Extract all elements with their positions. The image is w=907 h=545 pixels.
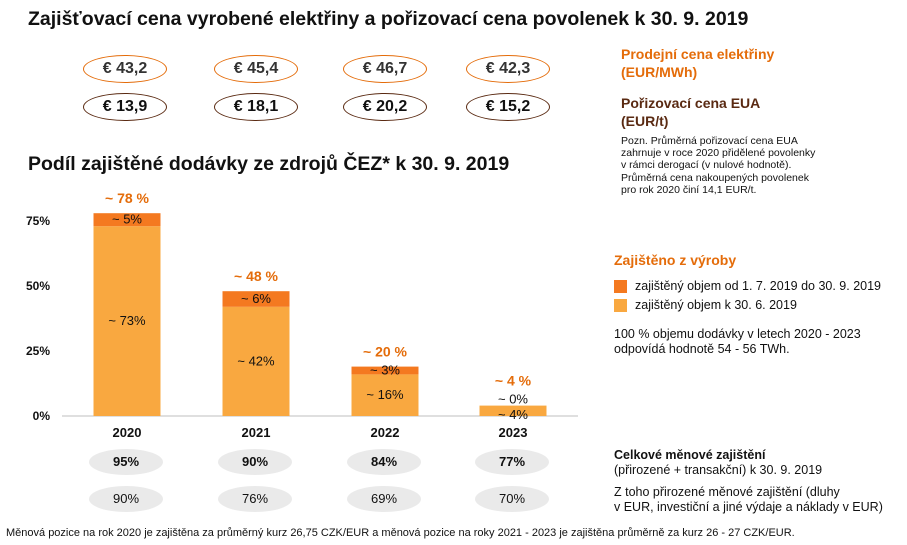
legend-item-q3: zajištěný objem od 1. 7. 2019 do 30. 9. … (614, 279, 881, 293)
bar-segment-label: ~ 16% (366, 387, 404, 402)
footer-note: Měnová pozice na rok 2020 je zajištěna z… (6, 527, 795, 539)
legend-swatch-light (614, 298, 627, 312)
eua-price-pill: € 18,1 (214, 93, 298, 121)
electricity-price-pill: € 43,2 (83, 55, 167, 83)
bar-total-label: ~ 4 % (495, 373, 532, 389)
natural-hedge-oval: 69% (347, 486, 421, 512)
natural-hedge-line: Z toho přirozené měnové zajištění (dluhy (614, 485, 840, 499)
electricity-price-pill: € 42,3 (466, 55, 550, 83)
total-hedge-oval: 84% (347, 449, 421, 475)
natural-hedge-oval: 90% (89, 486, 163, 512)
bar-segment-label: ~ 6% (241, 291, 271, 306)
hedged-supply-chart: 0% 25% 50% 75% ~ 73% ~ 5% ~ 78 % 2020 ~ 42% ~ 6% ~… (26, 190, 578, 440)
legend-line: Pořizovací cena EUA (621, 95, 761, 111)
supply-note-line: odpovídá hodnotě 54 - 56 TWh. (614, 341, 790, 356)
note-line: pro rok 2020 činí 14,1 EUR/t. (621, 183, 757, 196)
y-tick-label: 0% (33, 409, 51, 423)
legend-line: Prodejní cena elektřiny (621, 46, 775, 62)
bar-segment-label: ~ 73% (108, 313, 146, 328)
natural-hedge-oval: 76% (218, 486, 292, 512)
natural-hedge-line: v EUR, investiční a jiné výdaje a náklad… (614, 500, 883, 514)
total-hedge-oval: 77% (475, 449, 549, 475)
currency-hedge-subtitle: (přirozené + transakční) k 30. 9. 2019 (614, 463, 823, 477)
total-hedge-oval: 95% (89, 449, 163, 475)
legend-item-h1: zajištěný objem k 30. 6. 2019 (614, 298, 797, 312)
note-line: Průměrná cena nakoupených povolenek (621, 171, 809, 184)
bar-segment-label: ~ 4% (498, 407, 528, 422)
y-tick-label: 50% (26, 279, 50, 293)
legend-label: zajištěný objem od 1. 7. 2019 do 30. 9. … (635, 279, 882, 293)
legend-line: (EUR/MWh) (621, 64, 698, 80)
bar-segment (222, 291, 290, 307)
legend-line: (EUR/t) (621, 113, 669, 129)
supply-note: 100 % objemu dodávky v letech 2020 - 202… (614, 327, 861, 356)
x-category-label: 2021 (242, 425, 271, 440)
y-tick-label: 75% (26, 214, 50, 228)
bar-segment-label: ~ 5% (112, 212, 142, 227)
eua-note: Pozn. Průměrná pořizovací cena EUA zahrn… (621, 135, 815, 196)
eua-price-pill: € 15,2 (466, 93, 550, 121)
eua-price-pill: € 13,9 (83, 93, 167, 121)
note-line: zahrnuje v roce 2020 přidělené povolenky (621, 147, 816, 160)
y-tick-label: 25% (26, 344, 50, 358)
note-line: v rámci derogací (v nulové hodnotě). (621, 159, 792, 172)
eua-price-pill: € 20,2 (343, 93, 427, 121)
bar-segment (93, 213, 161, 227)
bar-total-label: ~ 78 % (105, 190, 150, 206)
x-category-label: 2022 (371, 425, 400, 440)
bar-segment (479, 405, 547, 416)
note-line: Pozn. Průměrná pořizovací cena EUA (621, 135, 798, 147)
electricity-price-pill: € 46,7 (343, 55, 427, 83)
legend-label: zajištěný objem k 30. 6. 2019 (635, 298, 797, 312)
bar-segment-label: ~ 42% (237, 353, 275, 368)
bar-segment (351, 366, 419, 375)
x-category-label: 2023 (499, 425, 528, 440)
bar-total-label: ~ 20 % (363, 344, 408, 360)
natural-hedge-oval: 70% (475, 486, 549, 512)
bar-segment (93, 226, 161, 416)
total-hedge-oval: 90% (218, 449, 292, 475)
bar-total-label: ~ 48 % (234, 268, 279, 284)
natural-hedge-note: Z toho přirozené měnové zajištění (dluhy… (614, 485, 883, 515)
page-title: Zajišťovací cena vyrobené elektřiny a po… (28, 8, 749, 30)
supply-note-line: 100 % objemu dodávky v letech 2020 - 202… (614, 327, 861, 341)
chart-legend-title: Zajištěno z výroby (614, 252, 737, 268)
bar-segment (351, 374, 419, 416)
legend-swatch-dark (614, 279, 627, 293)
currency-hedge-title: Celkové měnové zajištění (614, 448, 766, 462)
electricity-price-legend: Prodejní cena elektřiny (EUR/MWh) (621, 45, 774, 81)
bar-segment-label: ~ 3% (370, 363, 400, 378)
bar-segment-label: ~ 0% (498, 392, 528, 407)
bar-segment (222, 306, 290, 416)
x-category-label: 2020 (113, 425, 142, 440)
section-title: Podíl zajištěné dodávky ze zdrojů ČEZ* k… (28, 153, 510, 175)
electricity-price-pill: € 45,4 (214, 55, 298, 83)
eua-price-legend: Pořizovací cena EUA (EUR/t) (621, 94, 760, 130)
